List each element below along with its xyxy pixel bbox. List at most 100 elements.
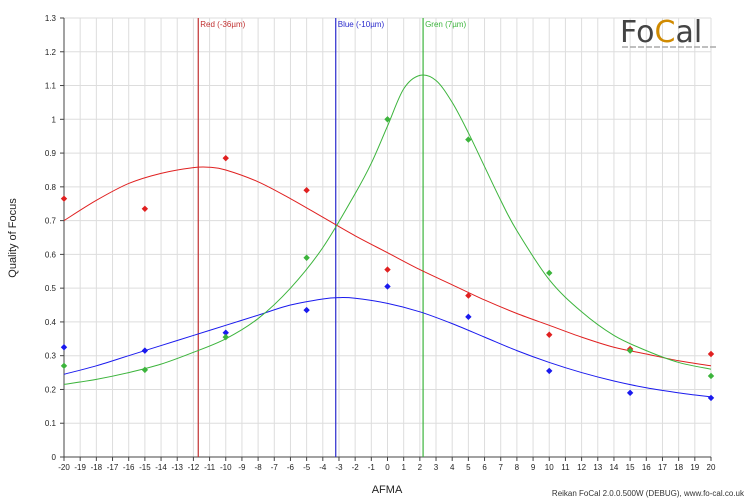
x-tick-label-40: 20 [707, 463, 716, 472]
logo-text-mid: C [655, 15, 676, 50]
reference-line-label-2: Gren (7µm) [425, 20, 466, 29]
svg-text:FoCal: FoCal [620, 15, 702, 50]
x-tick-label-15: -5 [303, 463, 311, 472]
data-point-1-3 [303, 306, 310, 314]
logo-text-right: al [676, 15, 703, 50]
data-point-0-1 [141, 205, 149, 212]
chart-axes [60, 17, 712, 461]
x-tick-label-24: 4 [450, 463, 455, 472]
x-tick-label-0: -20 [58, 463, 70, 472]
y-tick-label-2: 0.2 [45, 385, 57, 394]
y-tick-label-6: 0.6 [45, 250, 57, 259]
chart-grid [63, 17, 712, 458]
y-tick-label-10: 1 [52, 115, 57, 124]
fit-curve-2 [63, 74, 712, 385]
reference-line-label-1: Blue (-10µm) [338, 20, 385, 29]
y-tick-label-9: 0.9 [45, 149, 57, 158]
data-point-2-8 [707, 372, 715, 380]
data-point-1-4 [384, 283, 391, 290]
x-tick-label-29: 9 [531, 463, 536, 472]
y-tick-label-12: 1.2 [45, 48, 57, 57]
x-tick-label-22: 2 [418, 463, 423, 472]
x-axis-title: AFMA [372, 484, 403, 496]
data-point-1-1 [141, 347, 149, 354]
data-point-2-3 [303, 254, 310, 261]
x-tick-label-9: -11 [204, 463, 216, 472]
x-tick-label-10: -10 [220, 463, 232, 472]
fit-curve-1 [63, 297, 712, 398]
data-point-2-1 [141, 366, 149, 374]
x-tick-label-7: -13 [171, 463, 183, 472]
data-point-1-2 [222, 329, 229, 336]
data-point-1-5 [465, 313, 472, 321]
reference-line-label-0: Red (-36µm) [200, 20, 245, 29]
y-tick-label-7: 0.7 [45, 217, 57, 226]
x-tick-label-19: -1 [368, 463, 376, 472]
data-point-0-4 [384, 266, 391, 273]
x-tick-label-8: -12 [188, 463, 200, 472]
data-point-2-7 [626, 347, 634, 354]
data-point-1-8 [707, 394, 715, 402]
y-tick-label-4: 0.4 [45, 318, 57, 327]
data-point-1-6 [546, 367, 553, 375]
data-point-0-6 [546, 331, 553, 338]
y-tick-labels: 0 0.1 0.2 0.3 0.4 0.5 0.6 0.7 0.8 0.9 1 1.1 1.2 1.3 [45, 14, 57, 462]
x-tick-label-16: -4 [319, 463, 327, 472]
x-tick-labels: -20 -19 -18 -17 -16 -15 -14 -13 -12 -11 -10 -9 -8 -7-… [58, 463, 716, 472]
data-point-0-8 [707, 350, 715, 358]
x-tick-label-20: 0 [385, 463, 390, 472]
x-tick-label-6: -14 [155, 463, 167, 472]
x-tick-label-35: 15 [626, 463, 635, 472]
y-tick-label-5: 0.5 [45, 284, 57, 293]
y-tick-label-1: 0.1 [45, 419, 57, 428]
y-tick-label-13: 1.3 [45, 14, 57, 23]
y-tick-label-11: 1.1 [45, 82, 57, 91]
reference-lines: Red (-36µm) Blue (-10µm) Gren (7µm) [197, 18, 466, 457]
x-tick-label-13: -7 [271, 463, 279, 472]
data-point-2-6 [546, 269, 553, 277]
y-tick-label-3: 0.3 [45, 352, 57, 361]
data-point-0-2 [222, 154, 229, 162]
data-point-0-0 [60, 195, 68, 202]
x-tick-label-11: -9 [238, 463, 246, 472]
y-tick-label-0: 0 [52, 453, 57, 462]
x-tick-label-14: -6 [287, 463, 295, 472]
fit-curve-0 [63, 166, 712, 367]
x-tick-label-5: -15 [139, 463, 151, 472]
y-axis-title: Quality of Focus [7, 198, 19, 278]
x-tick-label-2: -18 [91, 463, 103, 472]
x-tick-label-21: 1 [401, 463, 406, 472]
focal-logo: FoCal [620, 15, 718, 50]
x-tick-label-3: -17 [107, 463, 119, 472]
data-point-1-7 [626, 389, 634, 397]
x-tick-label-31: 11 [561, 463, 570, 472]
data-point-0-5 [465, 292, 472, 299]
x-tick-label-26: 6 [482, 463, 487, 472]
fit-curves [63, 74, 712, 398]
x-tick-label-30: 10 [545, 463, 554, 472]
x-tick-label-18: -2 [352, 463, 360, 472]
x-tick-label-12: -8 [255, 463, 263, 472]
x-tick-label-4: -16 [123, 463, 135, 472]
x-tick-label-32: 12 [577, 463, 586, 472]
data-point-2-2 [222, 333, 229, 341]
x-tick-label-27: 7 [498, 463, 503, 472]
logo-text-left: Fo [620, 15, 655, 50]
x-tick-label-39: 19 [690, 463, 699, 472]
x-tick-label-38: 18 [674, 463, 683, 472]
x-tick-label-37: 17 [658, 463, 667, 472]
footer-text: Reikan FoCal 2.0.0.500W (DEBUG), www.fo-… [552, 489, 745, 498]
x-tick-label-25: 5 [466, 463, 471, 472]
x-tick-label-23: 3 [434, 463, 439, 472]
data-point-1-0 [60, 344, 68, 351]
x-tick-label-34: 14 [609, 463, 618, 472]
y-tick-label-8: 0.8 [45, 183, 57, 192]
data-points [60, 116, 715, 402]
data-point-2-4 [384, 116, 391, 123]
x-tick-label-33: 13 [593, 463, 602, 472]
x-tick-label-17: -3 [335, 463, 343, 472]
x-tick-label-1: -19 [74, 463, 86, 472]
data-point-0-3 [303, 187, 310, 194]
x-tick-label-36: 16 [642, 463, 651, 472]
